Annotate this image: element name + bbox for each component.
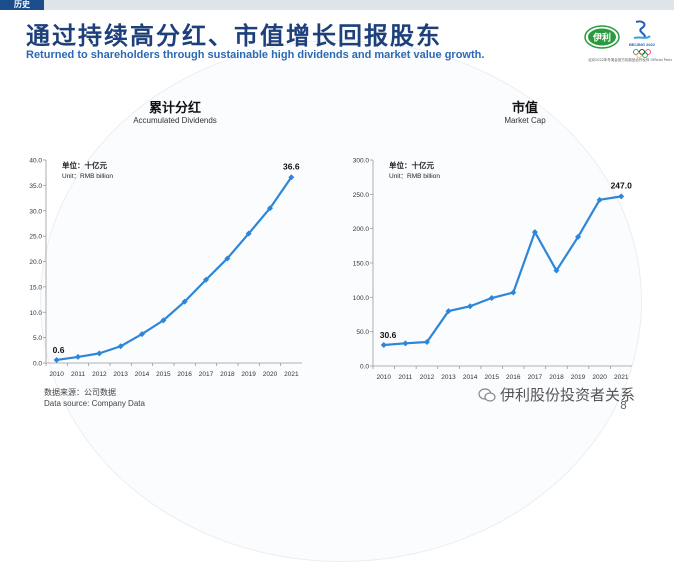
marketcap-unit-en: Unit：RMB billion bbox=[389, 173, 440, 180]
dividends-x-tick-label: 2014 bbox=[135, 371, 150, 378]
dividends-point-2010 bbox=[53, 356, 60, 363]
page-subtitle: Returned to shareholders through sustain… bbox=[26, 49, 485, 61]
olympic-text: BEIJING 2022 bbox=[629, 42, 656, 47]
marketcap-y-tick-label: 0.0 bbox=[360, 364, 369, 371]
dividends-y-tick-label: 40.0 bbox=[29, 158, 42, 165]
dividends-point-2013 bbox=[117, 343, 124, 350]
marketcap-x-tick-label: 2013 bbox=[441, 374, 456, 381]
marketcap-data-label-first: 30.6 bbox=[380, 330, 397, 340]
dividends-x-tick-label: 2019 bbox=[241, 371, 256, 378]
right-chart-title: 市值 bbox=[511, 101, 538, 116]
dividends-x-tick-label: 2011 bbox=[71, 371, 85, 378]
marketcap-point-2013 bbox=[445, 308, 452, 315]
dividends-point-2021 bbox=[288, 174, 295, 181]
dividends-x-tick-label: 2017 bbox=[199, 371, 214, 378]
right-chart-subtitle: Market Cap bbox=[504, 116, 546, 125]
wechat-icon bbox=[478, 388, 496, 402]
marketcap-series-line bbox=[383, 195, 622, 347]
marketcap-y-tick-label: 50.0 bbox=[356, 329, 369, 336]
marketcap-point-2020 bbox=[596, 196, 603, 203]
marketcap-x-tick-label: 2012 bbox=[420, 374, 435, 381]
dividends-y-tick-label: 25.0 bbox=[29, 234, 42, 241]
left-chart-subtitle: Accumulated Dividends bbox=[133, 116, 217, 125]
dividends-point-2017 bbox=[203, 276, 209, 283]
logo-text: 伊利 bbox=[592, 32, 611, 43]
marketcap-unit-zh: 单位：十亿元 bbox=[389, 160, 434, 170]
data-source-zh: 数据来源：公司数据 bbox=[44, 388, 116, 397]
dividends-unit-en: Unit：RMB billion bbox=[62, 173, 113, 180]
marketcap-y-tick-label: 150.0 bbox=[353, 261, 370, 268]
marketcap-point-2017 bbox=[531, 229, 538, 236]
dividends-x-tick-label: 2016 bbox=[177, 371, 192, 378]
dividends-point-2014 bbox=[139, 331, 145, 338]
dividends-x-tick-label: 2012 bbox=[92, 371, 107, 378]
dividends-x-tick-label: 2020 bbox=[263, 371, 278, 378]
marketcap-y-tick-label: 200.0 bbox=[353, 226, 370, 233]
section-tag: 历史 bbox=[0, 0, 44, 10]
dividends-point-2011 bbox=[75, 353, 81, 360]
marketcap-point-2021 bbox=[618, 193, 625, 200]
left-chart-title: 累计分红 bbox=[148, 101, 201, 116]
accumulated-dividends-chart: 0.0 5.0 10.0 15.0 20.0 25.0 30.0 35.0 40.0 2010 20… bbox=[29, 158, 633, 382]
dividends-unit-zh: 单位：十亿元 bbox=[62, 160, 107, 170]
dividends-point-2016 bbox=[181, 298, 188, 305]
marketcap-point-2019 bbox=[575, 233, 582, 240]
yili-logo: 伊利 bbox=[584, 25, 620, 49]
olympic-emblem: BEIJING 2022 bbox=[629, 20, 656, 58]
dividends-y-tick-label: 35.0 bbox=[29, 183, 42, 190]
dividends-series-line bbox=[56, 176, 293, 362]
marketcap-point-2010 bbox=[380, 341, 387, 348]
dividends-point-2015 bbox=[160, 317, 167, 324]
dividends-data-label-first: 0.6 bbox=[53, 345, 65, 355]
marketcap-x-tick-label: 2021 bbox=[614, 374, 629, 381]
dividends-point-2019 bbox=[245, 230, 252, 237]
page-title: 通过持续高分红、市值增长回报股东 bbox=[26, 22, 442, 50]
marketcap-point-2012 bbox=[423, 338, 430, 345]
dividends-y-tick-label: 30.0 bbox=[29, 208, 42, 215]
sponsor-text: 北京2022年冬奥会官方乳制品合作伙伴 Official Partner of … bbox=[588, 58, 672, 62]
page-number: 8 bbox=[620, 399, 627, 412]
marketcap-x-tick-label: 2011 bbox=[398, 374, 412, 381]
marketcap-point-2018 bbox=[553, 267, 560, 274]
top-strip bbox=[0, 0, 674, 10]
dividends-data-label-last: 36.6 bbox=[283, 161, 300, 171]
wechat-account-name: 伊利股份投资者关系 bbox=[500, 386, 636, 404]
dividends-y-tick-label: 15.0 bbox=[29, 284, 42, 291]
marketcap-point-2011 bbox=[402, 340, 409, 347]
marketcap-point-2015 bbox=[488, 295, 495, 302]
marketcap-x-tick-label: 2020 bbox=[592, 374, 607, 381]
marketcap-y-tick-label: 300.0 bbox=[353, 158, 370, 165]
marketcap-x-tick-label: 2017 bbox=[528, 374, 543, 381]
dividends-y-tick-label: 10.0 bbox=[29, 310, 42, 317]
marketcap-x-tick-label: 2018 bbox=[549, 374, 564, 381]
dividends-x-tick-label: 2018 bbox=[220, 371, 235, 378]
dividends-x-tick-label: 2015 bbox=[156, 371, 171, 378]
marketcap-x-tick-label: 2015 bbox=[484, 374, 499, 381]
dividends-point-2012 bbox=[96, 350, 103, 357]
marketcap-x-tick-label: 2019 bbox=[571, 374, 586, 381]
dividends-y-tick-label: 0.0 bbox=[33, 361, 42, 368]
marketcap-y-tick-label: 250.0 bbox=[353, 192, 370, 199]
dividends-point-2020 bbox=[267, 205, 273, 212]
marketcap-data-label-last: 247.0 bbox=[611, 180, 633, 190]
marketcap-x-tick-label: 2014 bbox=[463, 374, 478, 381]
dividends-y-tick-label: 5.0 bbox=[33, 335, 42, 342]
dividends-y-tick-label: 20.0 bbox=[29, 259, 42, 266]
dividends-x-tick-label: 2010 bbox=[49, 371, 64, 378]
marketcap-point-2016 bbox=[510, 289, 517, 296]
marketcap-x-tick-label: 2010 bbox=[377, 374, 392, 381]
marketcap-y-tick-label: 100.0 bbox=[353, 295, 370, 302]
dividends-point-2018 bbox=[224, 255, 231, 262]
dividends-x-tick-label: 2013 bbox=[113, 371, 128, 378]
marketcap-x-tick-label: 2016 bbox=[506, 374, 521, 381]
data-source-en: Data source: Company Data bbox=[44, 399, 145, 408]
dividends-x-tick-label: 2021 bbox=[284, 371, 299, 378]
marketcap-point-2014 bbox=[467, 303, 474, 310]
